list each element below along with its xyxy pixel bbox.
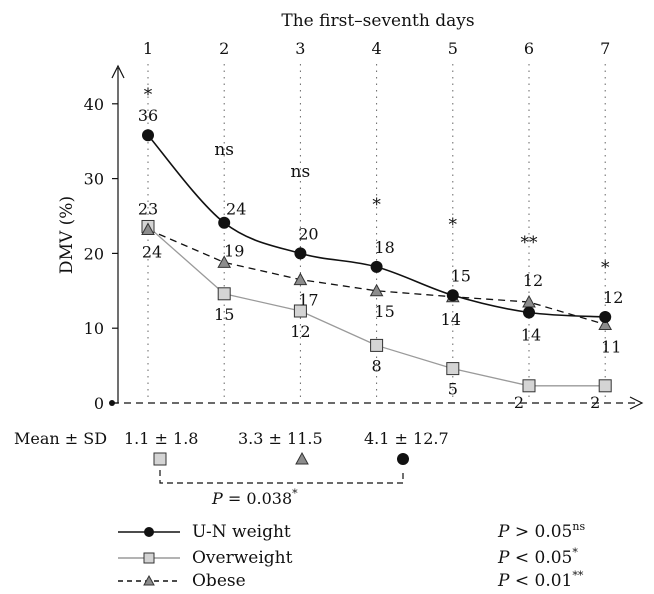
value-label-overweight: 23: [138, 199, 158, 218]
y-axis-label: DMV (%): [57, 196, 77, 274]
x-tick-label: 3: [295, 39, 305, 58]
x-axis-arrowhead: [629, 396, 644, 410]
value-label-u-n-weight: 20: [298, 224, 318, 243]
significance-label: *: [449, 215, 458, 235]
point-overweight: [370, 338, 384, 352]
value-label-overweight: 2: [514, 393, 524, 412]
point-u-n-weight: [599, 310, 612, 323]
value-label-u-n-weight: 24: [226, 200, 246, 219]
mean-sd-un-weight: 4.1 ± 12.7: [364, 429, 449, 448]
significance-label: *: [372, 195, 381, 215]
value-label-obese: 17: [298, 291, 318, 310]
value-label-u-n-weight: 14: [521, 325, 541, 344]
value-label-overweight: 12: [290, 322, 310, 341]
value-label-overweight: 2: [590, 393, 600, 412]
point-obese: [293, 272, 308, 286]
significance-label: **: [521, 233, 539, 253]
point-u-n-weight: [523, 306, 535, 319]
mean-marker-overweight: [153, 452, 167, 466]
value-label-obese: 12: [523, 271, 543, 290]
legend-label-u-n-weight: U-N weight: [192, 522, 291, 542]
value-label-overweight: 8: [372, 356, 382, 375]
point-obese: [217, 255, 232, 268]
value-label-u-n-weight: 12: [603, 288, 623, 307]
mean-sd-overweight: 1.1 ± 1.8: [124, 429, 198, 448]
value-label-obese: 14: [441, 310, 461, 329]
x-tick-label: 2: [219, 39, 229, 58]
legend-label-obese: Obese: [192, 571, 246, 591]
series-layer: 36 24 20 18 15 14 12 23 15 12 8 5 2 2 24 19 17 15 14 12 11: [138, 106, 624, 412]
mean-marker-un-weight: [397, 453, 409, 465]
x-tick-label: 1: [143, 39, 153, 58]
point-overweight: [522, 379, 536, 393]
point-obese: [141, 222, 155, 235]
point-overweight: [446, 362, 460, 376]
y-tick-label: 40: [84, 95, 104, 114]
x-tick-label: 4: [372, 39, 382, 58]
comparison-bracket: [159, 470, 404, 484]
y-tick-label: 0: [94, 394, 104, 413]
x-tick-labels: 1 2 3 4 5 6 7: [143, 39, 610, 58]
legend-p-value-u-n-weight: P > 0.05ns: [497, 520, 585, 542]
point-u-n-weight: [446, 289, 459, 302]
x-tick-label: 7: [600, 39, 610, 58]
legend-marker-obese: [143, 574, 155, 586]
value-label-obese: 11: [601, 337, 621, 356]
significance-label: ns: [291, 162, 311, 182]
significance-label: *: [601, 258, 610, 278]
legend-marker-u-n-weight: [144, 527, 154, 537]
mean-sd-label: Mean ± SD: [14, 429, 107, 448]
point-overweight: [293, 304, 307, 318]
value-label-overweight: 15: [214, 305, 234, 324]
significance-label: ns: [214, 140, 234, 160]
y-tick-label: 30: [84, 170, 104, 189]
point-overweight: [598, 379, 612, 393]
legend-marker-overweight: [143, 552, 155, 564]
y-tick-label: 10: [84, 319, 104, 338]
legend-p-value-obese: P < 0.01**: [497, 569, 584, 591]
point-u-n-weight: [370, 260, 383, 273]
legend: U-N weight P > 0.05ns Overweight P < 0.05* O…: [118, 520, 585, 591]
value-label-u-n-weight: 15: [451, 266, 471, 285]
x-tick-label: 5: [448, 39, 458, 58]
y-axis-arrowhead: [111, 64, 125, 79]
y-tick-labels: 0 10 20 30 40: [84, 95, 118, 413]
point-overweight: [217, 287, 231, 301]
legend-p-value-overweight: P < 0.05*: [497, 546, 578, 568]
value-label-u-n-weight: 18: [374, 238, 394, 257]
x-tick-label: 6: [524, 39, 534, 58]
point-obese: [369, 283, 384, 297]
value-label-obese: 15: [374, 302, 394, 321]
mean-markers: [153, 451, 409, 466]
point-u-n-weight: [218, 216, 231, 229]
mean-marker-obese: [295, 451, 309, 465]
y-tick-label: 20: [84, 244, 104, 263]
value-label-obese: 24: [142, 242, 162, 261]
point-obese: [598, 317, 613, 330]
value-label-overweight: 5: [448, 380, 458, 399]
point-u-n-weight: [294, 247, 307, 260]
legend-label-overweight: Overweight: [192, 548, 293, 568]
comparison-p-value: P = 0.038*: [211, 487, 298, 508]
significance-label: *: [144, 85, 153, 105]
value-label-obese: 19: [224, 241, 244, 260]
point-u-n-weight: [142, 129, 154, 142]
value-label-u-n-weight: 36: [138, 106, 158, 125]
mean-sd-obese: 3.3 ± 11.5: [238, 429, 323, 448]
x-axis-title: The first–seventh days: [281, 11, 474, 31]
